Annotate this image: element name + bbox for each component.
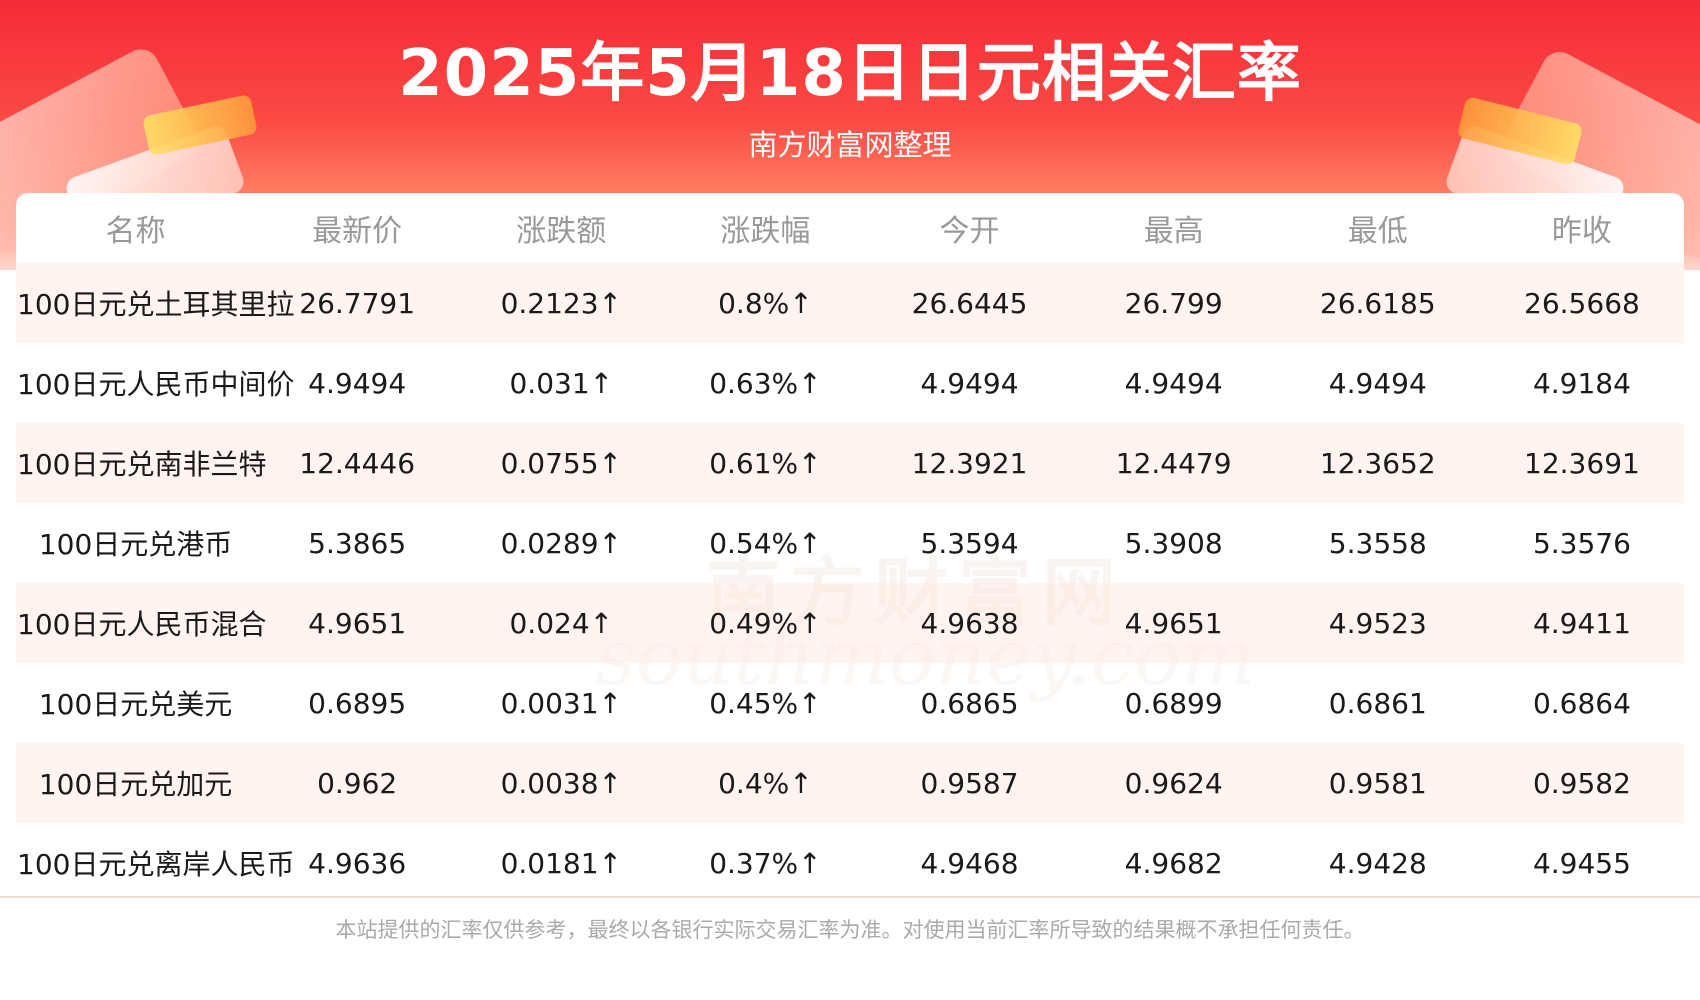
cell-change: 0.0289↑ — [459, 503, 664, 583]
cell-latest: 26.7791 — [255, 263, 460, 343]
cell-low: 4.9428 — [1275, 823, 1480, 898]
cell-prev-close: 4.9455 — [1479, 823, 1684, 898]
table-header-row: 名称 最新价 涨跌额 涨跌幅 今开 最高 最低 昨收 — [16, 193, 1684, 263]
cell-name: 100日元兑离岸人民币 — [16, 823, 294, 898]
cell-name: 100日元兑土耳其里拉 — [16, 263, 294, 343]
cell-name: 100日元兑加元 — [16, 743, 256, 823]
cell-latest: 4.9636 — [255, 823, 460, 898]
cell-high: 26.799 — [1071, 263, 1276, 343]
disclaimer-text: 本站提供的汇率仅供参考，最终以各银行实际交易汇率为准。对使用当前汇率所导致的结果… — [335, 918, 1365, 942]
cell-latest: 4.9651 — [255, 583, 460, 663]
cell-change-pct: 0.45%↑ — [663, 663, 868, 743]
table-row: 100日元人民币中间价 4.9494 0.031↑ 0.63%↑ 4.9494 … — [16, 343, 1684, 423]
cell-prev-close: 4.9184 — [1479, 343, 1684, 423]
table-row: 100日元兑美元 0.6895 0.0031↑ 0.45%↑ 0.6865 0.… — [16, 663, 1684, 743]
cell-change: 0.0181↑ — [459, 823, 664, 898]
cell-high: 0.9624 — [1071, 743, 1276, 823]
cell-name: 100日元人民币混合 — [16, 583, 266, 663]
cell-low: 4.9523 — [1275, 583, 1480, 663]
cell-low: 0.6861 — [1275, 663, 1480, 743]
page-subtitle: 南方财富网整理 — [748, 128, 952, 162]
table-row: 100日元兑离岸人民币 4.9636 0.0181↑ 0.37%↑ 4.9468… — [16, 823, 1684, 898]
page-title: 2025年5月18日日元相关汇率 — [398, 37, 1302, 111]
cell-open: 26.6445 — [867, 263, 1072, 343]
rates-card: 南方财富网 southmoney.com 名称 最新价 涨跌额 涨跌幅 今开 最… — [16, 193, 1684, 898]
cell-change-pct: 0.61%↑ — [663, 423, 868, 503]
cell-low: 4.9494 — [1275, 343, 1480, 423]
cell-change-pct: 0.8%↑ — [663, 263, 868, 343]
column-header-change-pct: 涨跌幅 — [720, 214, 811, 249]
cell-open: 4.9638 — [867, 583, 1072, 663]
cell-name: 100日元人民币中间价 — [16, 343, 294, 423]
cell-latest: 5.3865 — [255, 503, 460, 583]
cell-latest: 0.6895 — [255, 663, 460, 743]
column-header-low: 最低 — [1347, 214, 1408, 249]
cell-low: 5.3558 — [1275, 503, 1480, 583]
cell-open: 0.6865 — [867, 663, 1072, 743]
footer-divider — [0, 896, 1700, 898]
cell-change: 0.0755↑ — [459, 423, 664, 503]
column-header-name: 名称 — [105, 214, 166, 249]
cell-latest: 4.9494 — [255, 343, 460, 423]
table-row: 100日元兑港币 5.3865 0.0289↑ 0.54%↑ 5.3594 5.… — [16, 503, 1684, 583]
cell-high: 0.6899 — [1071, 663, 1276, 743]
cell-change-pct: 0.49%↑ — [663, 583, 868, 663]
cell-high: 4.9682 — [1071, 823, 1276, 898]
cell-low: 26.6185 — [1275, 263, 1480, 343]
column-header-change: 涨跌额 — [516, 214, 607, 249]
cell-high: 4.9494 — [1071, 343, 1276, 423]
table-row: 100日元兑南非兰特 12.4446 0.0755↑ 0.61%↑ 12.392… — [16, 423, 1684, 503]
cell-low: 12.3652 — [1275, 423, 1480, 503]
column-header-prev-close: 昨收 — [1551, 214, 1612, 249]
cell-change-pct: 0.54%↑ — [663, 503, 868, 583]
cell-change: 0.0038↑ — [459, 743, 664, 823]
cell-open: 0.9587 — [867, 743, 1072, 823]
cell-change-pct: 0.37%↑ — [663, 823, 868, 898]
table-row: 100日元人民币混合 4.9651 0.024↑ 0.49%↑ 4.9638 4… — [16, 583, 1684, 663]
cell-change: 0.0031↑ — [459, 663, 664, 743]
cell-change-pct: 0.63%↑ — [663, 343, 868, 423]
cell-latest: 0.962 — [255, 743, 460, 823]
column-header-high: 最高 — [1143, 214, 1204, 249]
cell-high: 5.3908 — [1071, 503, 1276, 583]
table-row: 100日元兑加元 0.962 0.0038↑ 0.4%↑ 0.9587 0.96… — [16, 743, 1684, 823]
cell-high: 4.9651 — [1071, 583, 1276, 663]
exchange-rate-table: 名称 最新价 涨跌额 涨跌幅 今开 最高 最低 昨收 100日元兑土耳其里拉 2… — [16, 193, 1684, 898]
cell-prev-close: 26.5668 — [1479, 263, 1684, 343]
cell-change: 0.024↑ — [459, 583, 664, 663]
cell-prev-close: 5.3576 — [1479, 503, 1684, 583]
cell-change-pct: 0.4%↑ — [663, 743, 868, 823]
column-header-open: 今开 — [939, 214, 1000, 249]
cell-name: 100日元兑南非兰特 — [16, 423, 266, 503]
cell-prev-close: 0.6864 — [1479, 663, 1684, 743]
cell-name: 100日元兑港币 — [16, 503, 256, 583]
cell-open: 12.3921 — [867, 423, 1072, 503]
cell-latest: 12.4446 — [255, 423, 460, 503]
table-row: 100日元兑土耳其里拉 26.7791 0.2123↑ 0.8%↑ 26.644… — [16, 263, 1684, 343]
cell-open: 5.3594 — [867, 503, 1072, 583]
cell-prev-close: 0.9582 — [1479, 743, 1684, 823]
cell-prev-close: 12.3691 — [1479, 423, 1684, 503]
cell-open: 4.9468 — [867, 823, 1072, 898]
cell-prev-close: 4.9411 — [1479, 583, 1684, 663]
cell-open: 4.9494 — [867, 343, 1072, 423]
cell-change: 0.2123↑ — [459, 263, 664, 343]
cell-change: 0.031↑ — [459, 343, 664, 423]
cell-low: 0.9581 — [1275, 743, 1480, 823]
cell-high: 12.4479 — [1071, 423, 1276, 503]
column-header-latest: 最新价 — [312, 214, 403, 249]
cell-name: 100日元兑美元 — [16, 663, 256, 743]
